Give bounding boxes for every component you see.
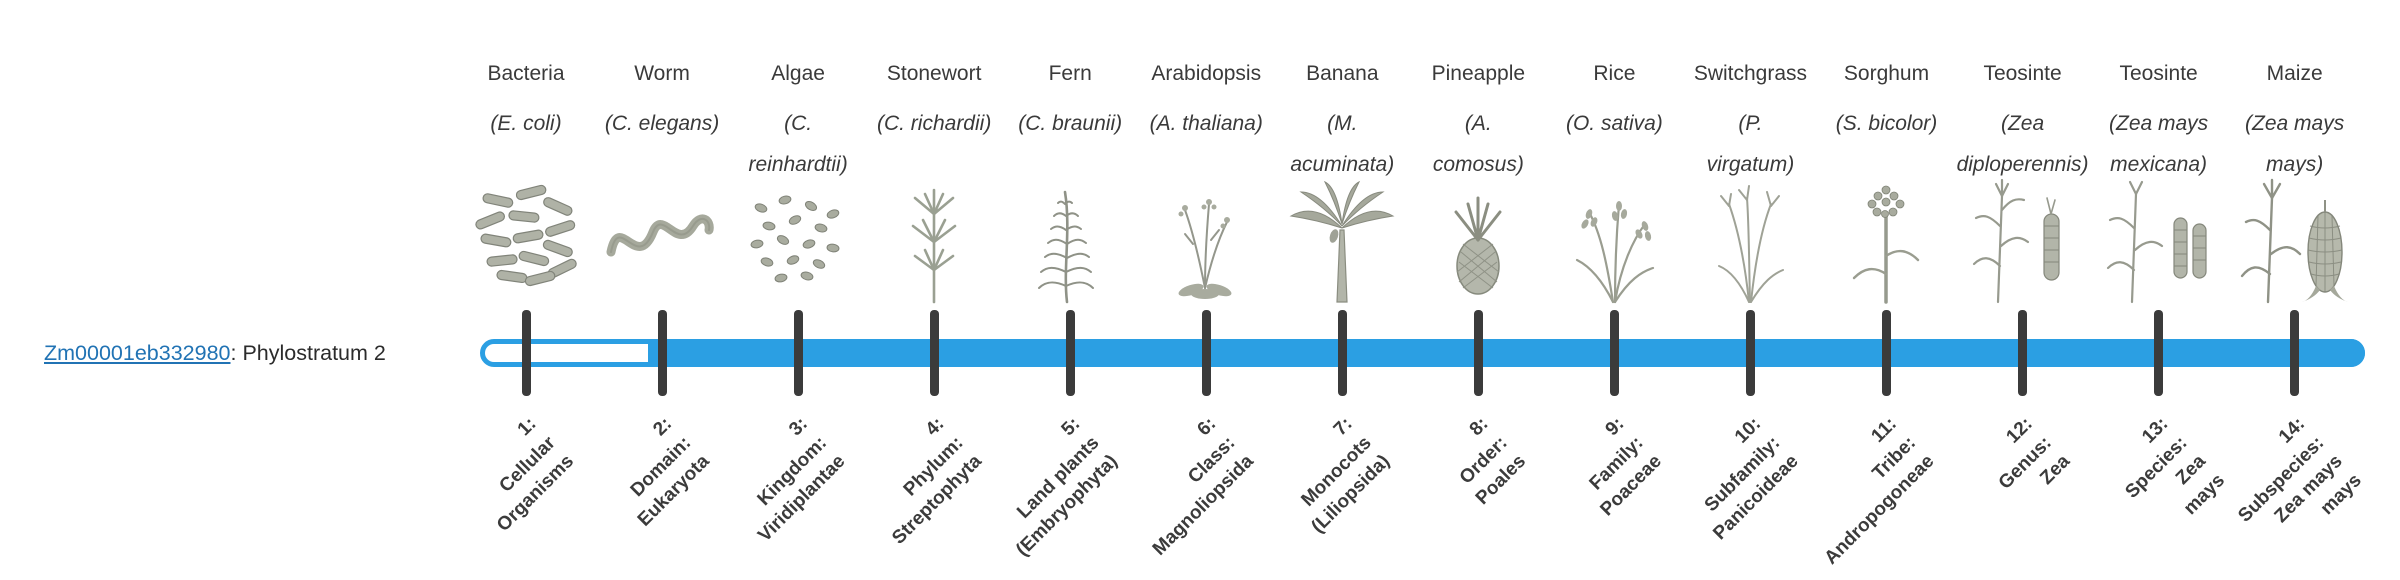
organism-name: Maize (2266, 62, 2323, 85)
fern-illustration (1003, 166, 1137, 308)
organism-name: Bacteria (487, 62, 565, 85)
phylostratum-tick (2154, 310, 2164, 396)
organism-sci-name: (Zea mays mexicana) (2109, 112, 2209, 176)
organism-name: Sorghum (1843, 62, 1930, 85)
gene-phylostratum-text: : Phylostratum 2 (230, 341, 386, 365)
pineapple-illustration (1411, 166, 1545, 308)
organism-sci-name: (E. coli) (490, 112, 562, 135)
organism-sci-name: (M. acuminata) (1290, 112, 1395, 176)
arabidopsis-illustration (1139, 166, 1273, 308)
organism-sci-name: (O. sativa) (1565, 112, 1663, 135)
organism-name: Banana (1306, 62, 1379, 85)
switchgrass-illustration (1683, 166, 1817, 308)
worm-illustration (595, 166, 729, 308)
organism-sci-name: (Zea mays mays) (2245, 112, 2345, 176)
organism-name: Switchgrass (1693, 62, 1808, 85)
phylostratum-tick (929, 310, 939, 396)
phylostratum-tick (657, 310, 667, 396)
stratum-axis-label: 11: Tribe: Andropogoneae (1820, 413, 1939, 569)
organism-sci-name: (A. comosus) (1432, 112, 1524, 176)
banana-illustration (1275, 166, 1409, 308)
organism-name: Teosinte (1983, 62, 2062, 85)
organism-sci-name: (P. virgatum) (1706, 112, 1795, 176)
stratum-axis-label: 4: Phylum: Streptophyta (888, 413, 987, 549)
organism-sci-name: (C. braunii) (1018, 112, 1123, 135)
phylostrata-track-fill (648, 339, 2365, 367)
stratum-axis-label: 13: Species: Zea mays (2121, 413, 2230, 520)
organism-sci-name: (C. reinhardtii) (748, 112, 848, 176)
organism-name: Arabidopsis (1151, 62, 1262, 85)
phylostratum-tick (1745, 310, 1755, 396)
phylostratum-tick (521, 310, 531, 396)
stratum-axis-label: 6: Class: Magnoliopsida (1149, 413, 1259, 560)
organism-name: Pineapple (1431, 62, 1526, 85)
organism-sci-name: (S. bicolor) (1835, 112, 1938, 135)
stratum-axis-label: 1: Cellular Organisms (492, 413, 578, 537)
stonewort-illustration (867, 166, 1001, 308)
organism-name: Stonewort (886, 62, 982, 85)
organism-sci-name: (C. richardii) (876, 112, 992, 135)
phylostratum-tick (1201, 310, 1211, 396)
phylostratum-tick (2018, 310, 2028, 396)
teosinte-mexicana-illustration (2092, 166, 2226, 308)
algae-illustration (731, 166, 865, 308)
phylostratum-tick (1065, 310, 1075, 396)
stratum-axis-label: 9: Family: Poaceae (1585, 413, 1667, 521)
phylostratum-tick (1882, 310, 1891, 396)
rice-illustration (1547, 166, 1681, 308)
bacteria-illustration (459, 166, 593, 308)
stratum-axis-label: 8: Order: Poales (1455, 413, 1531, 510)
organism-name: Teosinte (2119, 62, 2198, 85)
organism-sci-name: (A. thaliana) (1149, 112, 1263, 135)
gene-label: Zm00001eb332980: Phylostratum 2 (44, 341, 386, 366)
sorghum-illustration (1820, 166, 1954, 308)
gene-link[interactable]: Zm00001eb332980 (44, 341, 231, 365)
stratum-axis-label: 12: Genus: Zea (1994, 413, 2075, 494)
phylostratum-tick (1473, 310, 1483, 396)
stratum-axis-label: 5: Land plants (Embryophyta) (1012, 413, 1123, 561)
organism-name: Algae (771, 62, 825, 85)
phylostratum-tick (1609, 310, 1619, 396)
organism-name: Rice (1593, 62, 1636, 85)
phylostratum-tick (2290, 310, 2300, 396)
organism-sci-name: (Zea diploperennis) (1956, 112, 2089, 176)
stratum-axis-label: 7: Monocots (Liliopsida) (1297, 413, 1395, 538)
organism-sci-name: (C. elegans) (604, 112, 720, 135)
organism-name: Fern (1048, 62, 1092, 85)
phylostratum-tick (1337, 310, 1347, 396)
phylostratum-tick (793, 310, 803, 396)
organism-name: Worm (634, 62, 690, 85)
stratum-axis-label: 2: Domain: Eukaryota (626, 413, 714, 531)
stratum-axis-label: 10: Subfamily: Panicoideae (1699, 413, 1803, 545)
teosinte-diploperennis-illustration (1956, 166, 2090, 308)
maize-illustration (2228, 166, 2362, 308)
stratum-axis-label: 3: Kingdom: Viridiplantae (753, 413, 850, 547)
stratum-axis-label: 14: Subspecies: Zea mays mays (2233, 413, 2366, 528)
